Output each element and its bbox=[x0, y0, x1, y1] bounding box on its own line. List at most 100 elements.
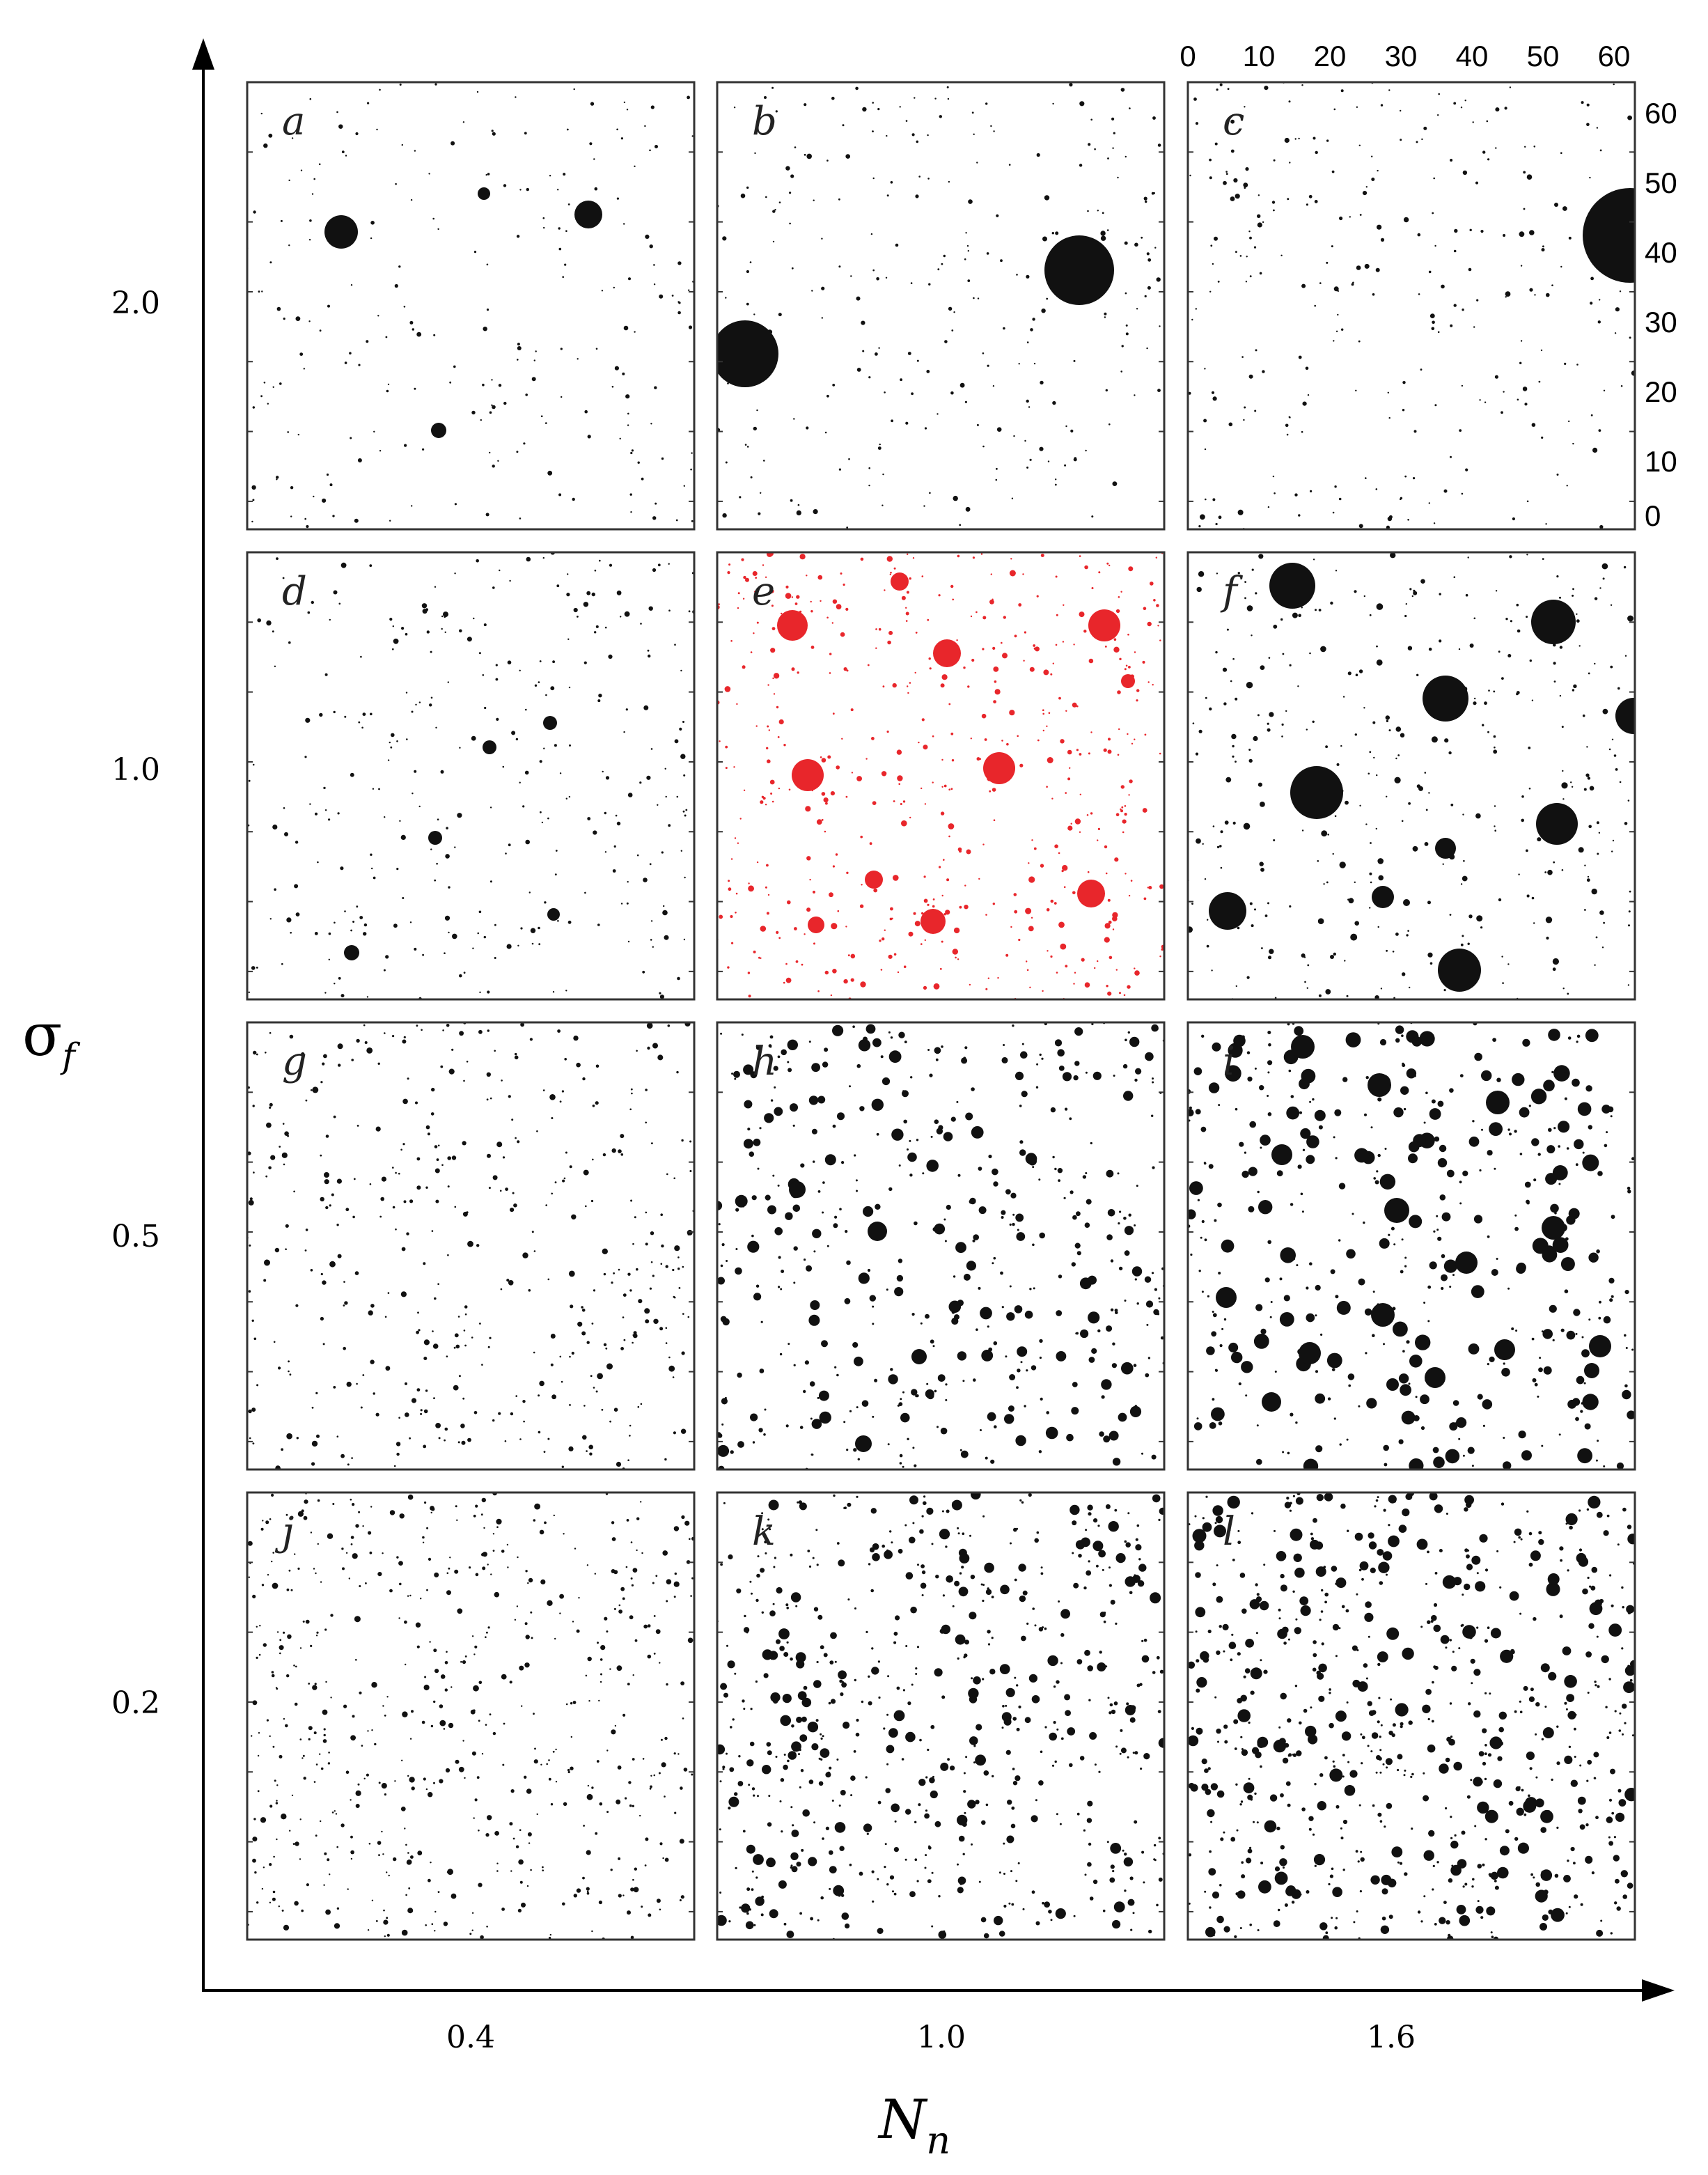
particle-dot bbox=[1595, 936, 1598, 939]
particle-dot bbox=[601, 1408, 604, 1411]
particle-dot bbox=[931, 1871, 934, 1874]
particle-dot bbox=[502, 1156, 506, 1159]
particle-dot bbox=[389, 618, 393, 621]
particle-dot bbox=[756, 621, 759, 624]
particle-dot bbox=[1235, 761, 1237, 763]
particle-dot bbox=[1223, 1650, 1225, 1653]
particle-dot bbox=[758, 512, 761, 515]
particle-dot bbox=[1289, 905, 1292, 908]
particle-dot bbox=[1429, 313, 1435, 318]
particle-dot bbox=[1354, 881, 1356, 884]
particle-dot bbox=[775, 1756, 778, 1758]
particle-dot bbox=[1083, 1586, 1087, 1590]
particle-dot bbox=[771, 627, 776, 630]
particle-dot bbox=[867, 664, 870, 666]
particle-dot bbox=[1060, 739, 1065, 744]
particle-dot bbox=[1495, 590, 1498, 592]
particle-dot bbox=[555, 1748, 557, 1751]
particle-dot bbox=[777, 1184, 780, 1187]
particle-dot bbox=[1014, 634, 1017, 638]
particle-dot bbox=[1118, 1412, 1127, 1422]
particle-dot bbox=[748, 882, 750, 884]
particle-dot bbox=[1223, 1926, 1230, 1933]
particle-dot bbox=[538, 1394, 540, 1397]
particle-dot bbox=[1473, 701, 1477, 705]
particle-dot bbox=[645, 1089, 648, 1091]
panel-b-dots bbox=[717, 83, 1161, 529]
particle-dot bbox=[559, 1593, 564, 1599]
particle-dot bbox=[561, 1465, 564, 1468]
particle-dot bbox=[350, 1536, 354, 1539]
particle-dot bbox=[1416, 673, 1419, 676]
particle-dot bbox=[1624, 655, 1627, 657]
particle-dot bbox=[1201, 1291, 1204, 1293]
particle-dot bbox=[921, 912, 924, 915]
particle-dot bbox=[1372, 293, 1375, 296]
particle-dot bbox=[514, 1619, 517, 1621]
particle-dot bbox=[414, 387, 416, 390]
particle-dot bbox=[430, 696, 433, 699]
particle-dot bbox=[946, 86, 949, 88]
particle-dot bbox=[1571, 786, 1574, 788]
particle-dot bbox=[593, 1387, 595, 1389]
particle-dot bbox=[483, 935, 486, 939]
particle-dot bbox=[1326, 1352, 1342, 1369]
particle-dot bbox=[336, 1846, 339, 1848]
particle-dot bbox=[1467, 556, 1469, 559]
particle-dot bbox=[602, 1153, 606, 1157]
particle-dot bbox=[948, 306, 953, 311]
particle-dot bbox=[905, 1809, 911, 1815]
particle-dot bbox=[1038, 1780, 1044, 1786]
particle-dot bbox=[359, 916, 363, 919]
particle-dot bbox=[888, 1728, 898, 1738]
particle-dot bbox=[1243, 419, 1245, 421]
particle-dot bbox=[558, 247, 562, 251]
particle-dot bbox=[1484, 401, 1487, 403]
particle-dot bbox=[310, 1531, 313, 1534]
particle-dot bbox=[377, 1572, 382, 1577]
particle-dot bbox=[688, 610, 691, 613]
particle-dot bbox=[1127, 1031, 1131, 1034]
y-axis-arrowhead bbox=[192, 38, 214, 70]
particle-dot bbox=[538, 681, 540, 683]
particle-dot bbox=[471, 735, 476, 741]
particle-dot bbox=[1427, 952, 1433, 958]
particle-dot bbox=[415, 703, 417, 705]
particle-dot bbox=[1368, 1635, 1370, 1638]
particle-dot bbox=[343, 1281, 345, 1283]
particle-dot bbox=[525, 839, 530, 845]
particle-dot bbox=[323, 1728, 326, 1731]
particle-dot bbox=[383, 969, 386, 972]
particle-dot bbox=[1518, 1430, 1526, 1439]
particle-dot bbox=[1201, 1034, 1205, 1038]
particle-dot bbox=[1381, 1888, 1388, 1895]
particle-dot bbox=[432, 217, 434, 220]
particle-dot bbox=[1090, 812, 1093, 815]
particle-dot bbox=[408, 1887, 411, 1889]
particle-dot bbox=[1225, 777, 1232, 783]
particle-dot bbox=[1627, 1190, 1631, 1194]
particle-dot bbox=[1143, 607, 1147, 610]
particle-dot bbox=[1291, 1901, 1295, 1904]
particle-dot bbox=[760, 492, 762, 494]
particle-dot bbox=[839, 1679, 843, 1683]
particle-dot bbox=[889, 1875, 895, 1880]
particle-dot bbox=[1147, 681, 1150, 683]
particle-dot bbox=[1436, 1229, 1439, 1231]
particle-dot bbox=[628, 277, 631, 281]
particle-dot bbox=[820, 1737, 823, 1740]
particle-dot bbox=[752, 571, 758, 576]
particle-dot bbox=[1033, 362, 1036, 365]
particle-dot bbox=[604, 811, 606, 815]
particle-dot bbox=[266, 1122, 272, 1128]
particle-dot bbox=[907, 553, 909, 555]
particle-dot bbox=[1301, 430, 1303, 433]
particle-dot bbox=[1462, 1593, 1464, 1596]
particle-dot bbox=[681, 1515, 685, 1519]
particle-dot bbox=[1264, 86, 1269, 91]
particle-dot bbox=[1383, 1043, 1386, 1045]
particle-dot bbox=[1386, 719, 1388, 722]
particle-dot bbox=[1021, 1635, 1026, 1642]
particle-dot bbox=[817, 990, 820, 992]
particle-dot bbox=[1407, 930, 1409, 932]
